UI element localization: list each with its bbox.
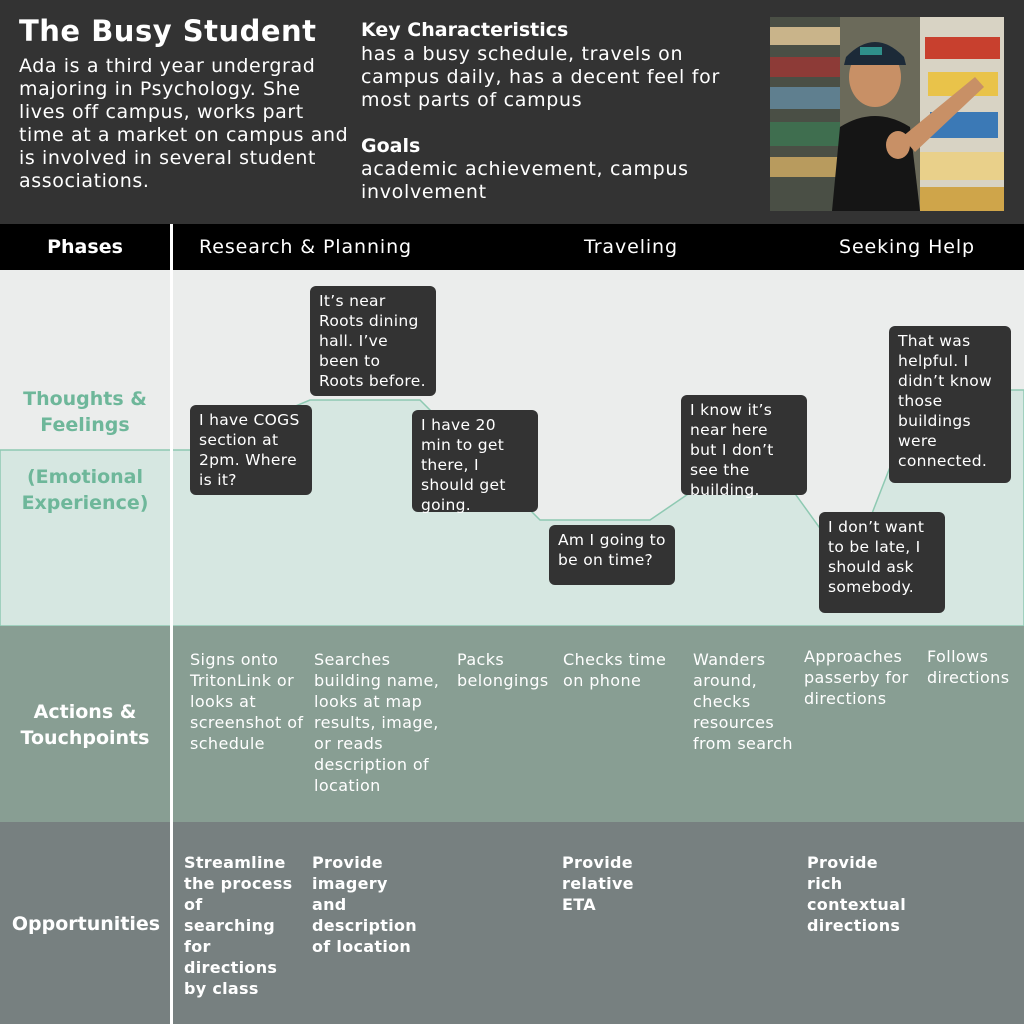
- thought-bubble-1: I have COGS section at 2pm. Where is it?: [190, 405, 312, 495]
- opportunities-label: Opportunities: [11, 913, 161, 935]
- persona-photo-image: [770, 17, 1004, 211]
- actions-label: Actions & Touchpoints: [20, 701, 150, 749]
- goals-text: academic achievement, campus involvement: [361, 158, 689, 203]
- thought-bubble-5: I know it’s near here but I don’t see th…: [681, 395, 807, 499]
- thoughts-label: Thoughts & Feelings: [23, 388, 147, 436]
- action-item-6: Approaches passerby for directions: [804, 647, 909, 708]
- phase-traveling: Traveling: [584, 236, 678, 258]
- opportunity-item-1: Streamline the process of searching for …: [184, 853, 293, 998]
- phases-label: Phases: [47, 236, 123, 258]
- action-item-2: Searches building name, looks at map res…: [314, 650, 440, 795]
- opportunity-item-3: Provide relative ETA: [562, 853, 634, 914]
- opportunity-item-4: Provide rich contextual directions: [807, 853, 907, 935]
- characteristics-text: has a busy schedule, travels on campus d…: [361, 43, 720, 111]
- opportunity-item-2: Provide imagery and description of locat…: [312, 853, 417, 956]
- column-divider: [170, 224, 173, 1024]
- action-item-3: Packs belongings: [457, 650, 549, 690]
- phase-research-planning: Research & Planning: [199, 236, 412, 258]
- phase-bar: Phases Research & Planning Traveling See…: [0, 224, 1024, 270]
- phase-seeking-help: Seeking Help: [839, 236, 975, 258]
- thought-bubble-4: Am I going to be on time?: [549, 525, 675, 585]
- characteristics-heading: Key Characteristics: [361, 19, 569, 41]
- action-item-1: Signs onto TritonLink or looks at screen…: [190, 650, 304, 753]
- persona-bio: Ada is a third year undergrad majoring i…: [19, 55, 349, 192]
- thought-bubble-3: I have 20 min to get there, I should get…: [412, 410, 538, 514]
- persona-header: The Busy Student Ada is a third year und…: [0, 0, 1024, 224]
- persona-title: The Busy Student: [19, 14, 317, 48]
- thought-bubble-7: That was helpful. I didn’t know those bu…: [889, 326, 1011, 483]
- persona-photo: [770, 17, 1004, 211]
- goals-heading: Goals: [361, 135, 421, 157]
- thought-bubble-6: I don’t want to be late, I should ask so…: [819, 512, 945, 613]
- thought-bubble-2: It’s near Roots dining hall. I’ve been t…: [310, 286, 436, 396]
- action-item-5: Wanders around, checks resources from se…: [693, 650, 793, 753]
- action-item-4: Checks time on phone: [563, 650, 667, 690]
- action-item-7: Follows directions: [927, 647, 1010, 687]
- thoughts-sublabel: (Emotional Experience): [21, 466, 149, 514]
